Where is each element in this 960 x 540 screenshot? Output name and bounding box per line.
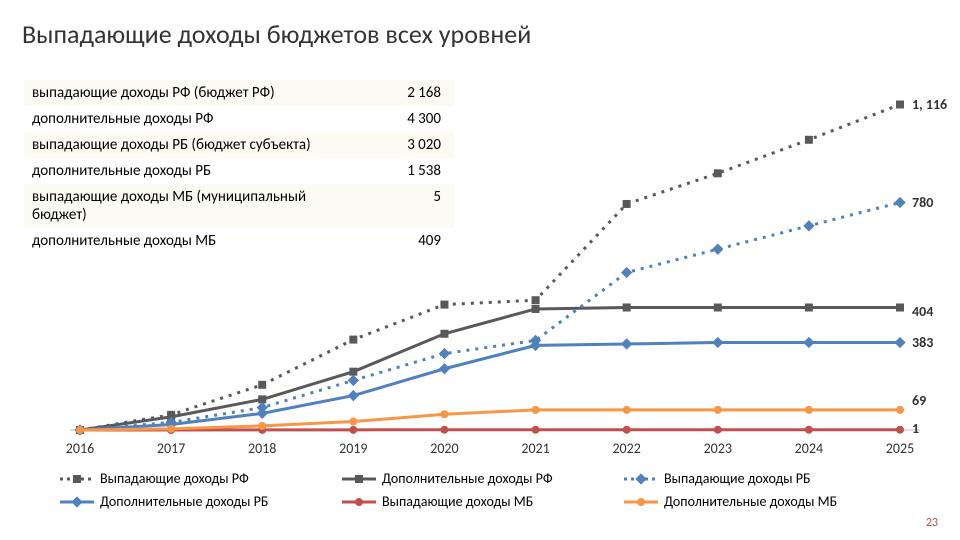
x-tick-label: 2022: [612, 440, 640, 457]
legend-item: Дополнительные доходы МБ: [624, 493, 884, 510]
page-title: Выпадающие доходы бюджетов всех уровней: [22, 18, 531, 50]
series-end-label: 69: [912, 392, 926, 409]
legend-item: Выпадающие доходы РФ: [60, 470, 320, 487]
page-number: 23: [926, 516, 938, 530]
x-tick-label: 2016: [66, 440, 94, 457]
series-end-label: 1, 116: [912, 96, 947, 113]
x-tick-label: 2018: [248, 440, 276, 457]
legend-item: Выпадающие доходы МБ: [342, 493, 602, 510]
x-tick-label: 2025: [886, 440, 914, 457]
series-end-label: 383: [912, 334, 933, 351]
x-tick-label: 2024: [795, 440, 823, 457]
x-tick-label: 2019: [339, 440, 367, 457]
legend-item: Дополнительные доходы РБ: [60, 493, 320, 510]
x-tick-label: 2023: [704, 440, 732, 457]
x-tick-label: 2020: [430, 440, 458, 457]
series-end-label: 1: [912, 420, 919, 437]
x-tick-label: 2017: [157, 440, 185, 457]
series-end-label: 780: [912, 194, 933, 211]
legend-item: Дополнительные доходы РФ: [342, 470, 602, 487]
x-tick-label: 2021: [521, 440, 549, 457]
legend-item: Выпадающие доходы РБ: [624, 470, 884, 487]
series-end-label: 404: [912, 303, 933, 320]
chart-legend: Выпадающие доходы РФ Дополнительные доход…: [60, 470, 920, 516]
line-chart: [60, 70, 960, 450]
